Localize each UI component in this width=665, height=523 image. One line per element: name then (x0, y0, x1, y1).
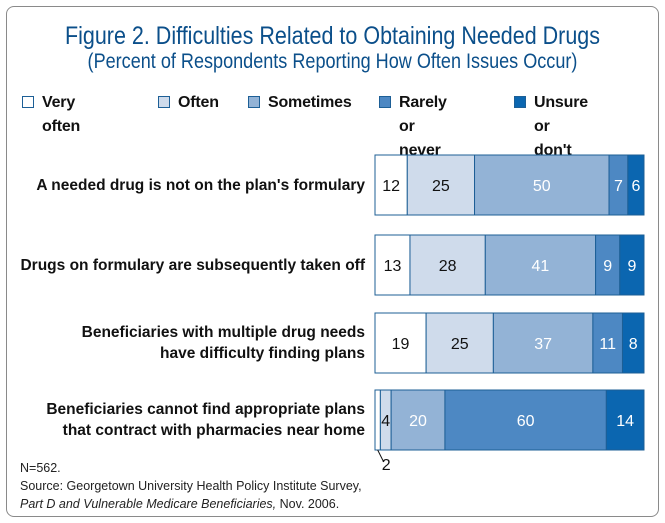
citation-title: Part D and Vulnerable Medicare Beneficia… (20, 497, 277, 511)
bar-segment (492, 312, 594, 374)
bar-segment (390, 389, 446, 451)
bar-segment (605, 389, 645, 451)
chart-title: Figure 2. Difficulties Related to Obtain… (64, 22, 601, 50)
data-label: 60 (517, 413, 535, 430)
legend-label: Sometimes (268, 94, 352, 111)
bar-segment (406, 154, 476, 216)
legend-swatch (158, 96, 170, 108)
legend-swatch (248, 96, 260, 108)
legend-label: Very often (42, 94, 81, 135)
data-label: 9 (603, 258, 612, 275)
data-label: 14 (616, 413, 634, 430)
data-label: 11 (599, 336, 616, 353)
bar-segment (374, 312, 427, 374)
data-label: 25 (451, 336, 469, 353)
bar-segment (621, 312, 645, 374)
bar-segment (409, 234, 486, 296)
data-label: 25 (432, 178, 450, 195)
data-label: 37 (534, 336, 552, 353)
callout-line (377, 449, 385, 463)
data-label: 2 (382, 457, 391, 474)
category-label: Beneficiaries cannot find appropriate pl… (46, 401, 365, 439)
citation-date: Nov. 2006. (276, 497, 340, 511)
data-label: 9 (627, 258, 636, 275)
legend-swatch (22, 96, 34, 108)
bar-segment (484, 234, 597, 296)
bar-segment (374, 389, 381, 451)
chart-subtitle: (Percent of Respondents Reporting How Of… (87, 50, 578, 73)
legend-swatch (514, 96, 526, 108)
category-label: A needed drug is not on the plan's formu… (36, 176, 365, 194)
bar-segment (619, 234, 645, 296)
legend-label: Often (178, 94, 219, 111)
bar-segment (627, 154, 645, 216)
data-label: 41 (532, 258, 550, 275)
data-label: 20 (409, 413, 427, 430)
bar-segment (595, 234, 621, 296)
data-label: 50 (533, 178, 551, 195)
data-label: 28 (439, 258, 457, 275)
category-label: Drugs on formulary are subsequently take… (20, 256, 365, 274)
data-label: 13 (384, 258, 402, 275)
bar-segment (474, 154, 610, 216)
source-note: Source: Georgetown University Health Pol… (20, 479, 362, 493)
data-label: 19 (392, 336, 410, 353)
category-label: Beneficiaries with multiple drug needs h… (81, 324, 365, 362)
data-label: 7 (614, 178, 623, 195)
data-label: 4 (381, 413, 390, 430)
data-label: 12 (382, 178, 400, 195)
sample-size-note: N=562. (20, 461, 61, 475)
data-label: 8 (629, 336, 638, 353)
legend-swatch (379, 96, 391, 108)
bar-segment (444, 389, 607, 451)
citation-note: Part D and Vulnerable Medicare Beneficia… (20, 496, 339, 513)
data-label: 6 (631, 178, 640, 195)
